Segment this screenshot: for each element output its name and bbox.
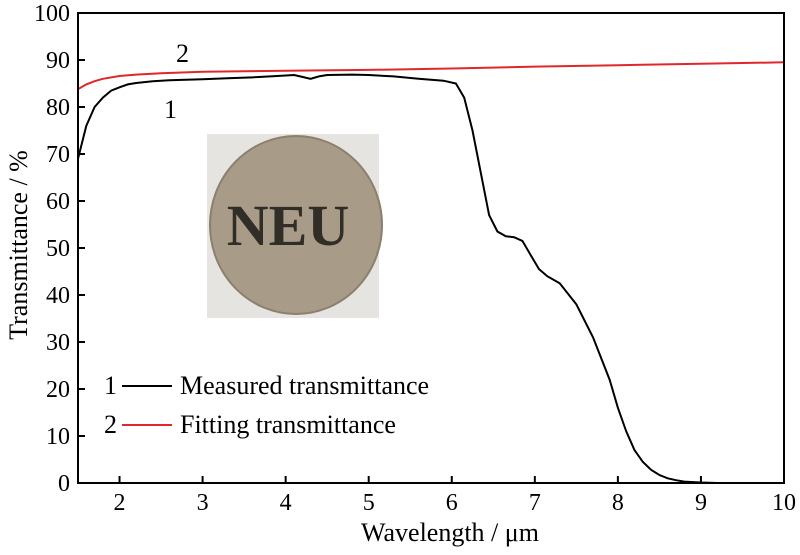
curve-label-fitting: 2 xyxy=(176,39,189,68)
y-tick-label: 0 xyxy=(58,471,70,497)
x-tick-label: 5 xyxy=(363,490,375,516)
x-tick-label: 7 xyxy=(529,490,541,516)
series-fitting-line xyxy=(77,61,785,90)
sample-photo-disc: NEU xyxy=(207,134,383,318)
x-tick-label: 10 xyxy=(772,490,796,516)
y-tick-label: 80 xyxy=(46,95,70,121)
x-tick-label: 8 xyxy=(612,490,624,516)
y-axis-ticks: 0 10 20 30 40 50 60 70 80 90 100 xyxy=(34,1,85,497)
y-tick-label: 10 xyxy=(46,424,70,450)
legend-number-fitting: 2 xyxy=(104,410,117,439)
inset-disc xyxy=(209,135,383,315)
y-tick-label: 20 xyxy=(46,377,70,403)
y-tick-label: 50 xyxy=(46,236,70,262)
x-axis-title: Wavelength / μm xyxy=(361,518,539,547)
legend-label-fitting: Fitting transmittance xyxy=(180,410,396,439)
y-tick-label: 30 xyxy=(46,330,70,356)
x-tick-label: 6 xyxy=(446,490,458,516)
curve-label-measured: 1 xyxy=(164,95,177,124)
y-tick-label: 100 xyxy=(34,1,70,27)
y-tick-label: 60 xyxy=(46,189,70,215)
y-tick-label: 70 xyxy=(46,142,70,168)
legend-number-measured: 1 xyxy=(104,371,117,400)
x-tick-label: 3 xyxy=(197,490,209,516)
y-axis-title: Transmittance / % xyxy=(4,150,33,340)
inset-text: NEU xyxy=(227,193,349,258)
x-axis-ticks: 2 3 4 5 6 7 8 9 10 xyxy=(114,476,796,516)
legend: 1 Measured transmittance 2 Fitting trans… xyxy=(104,371,429,439)
x-tick-label: 4 xyxy=(280,490,292,516)
legend-label-measured: Measured transmittance xyxy=(180,371,429,400)
y-tick-label: 90 xyxy=(46,48,70,74)
x-tick-label: 2 xyxy=(114,490,126,516)
y-tick-label: 40 xyxy=(46,283,70,309)
series-measured-line xyxy=(77,73,784,484)
x-tick-label: 9 xyxy=(695,490,707,516)
